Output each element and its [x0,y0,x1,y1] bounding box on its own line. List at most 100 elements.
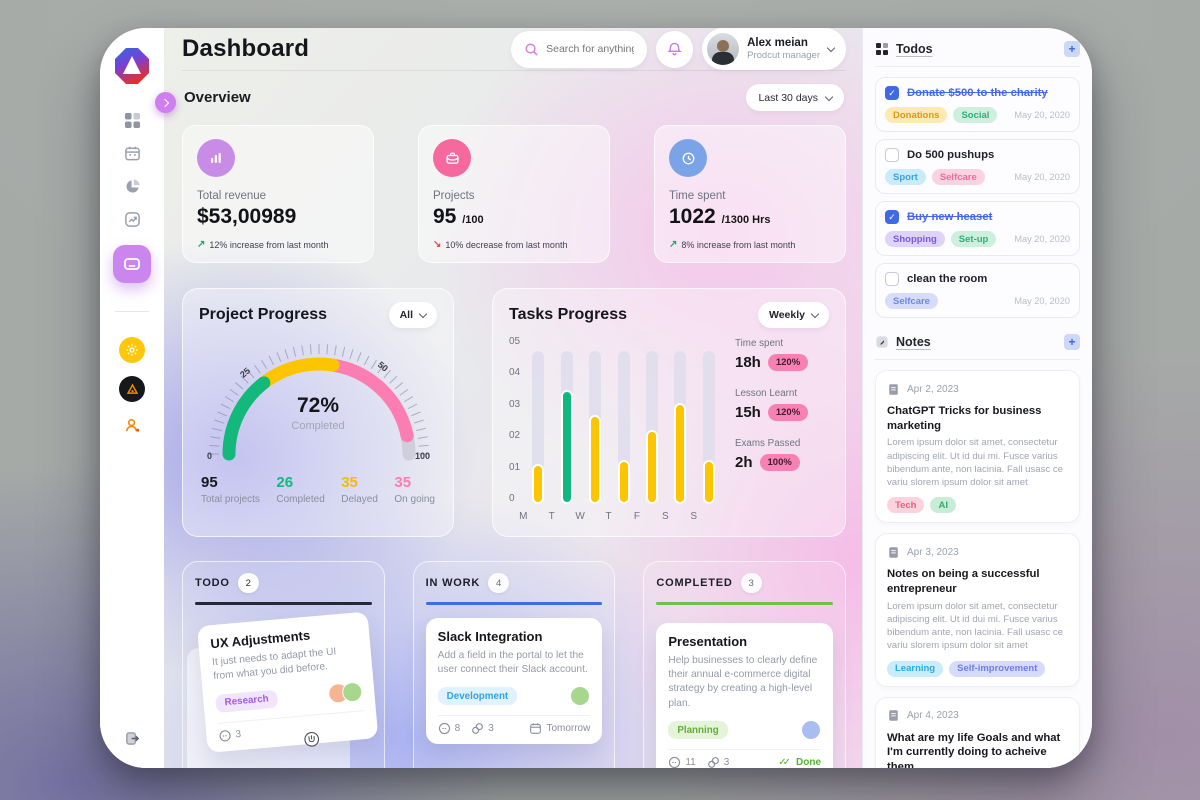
stat-total-label: Total projects [201,494,260,505]
notes-header: Notes + [875,334,1080,360]
sidebar-expand-button[interactable] [155,92,176,113]
user-role: Prodcut manager [747,50,820,61]
metric-value: 2h [735,454,753,471]
task-title: Presentation [668,633,748,649]
column-count-badge: 4 [488,573,510,593]
todo-tag: Set-up [950,231,997,247]
tasks-progress-card: Tasks Progress Weekly 05 04 03 02 01 0 M T W T F S… [492,288,846,537]
column-menu-button[interactable] [362,574,372,592]
assistant-person-icon[interactable] [122,415,142,435]
brand-app-icon[interactable] [119,376,145,402]
todos-grid-icon [876,43,888,55]
calendar-icon[interactable] [122,143,142,163]
gauge-caption: Completed [291,420,345,432]
stat-card-projects: Projects 95 /100 ↘ 10% decrease from last… [418,125,610,263]
column-menu-button[interactable] [823,574,833,592]
todo-tag: Shopping [885,231,945,247]
stat-completed-value: 26 [276,474,294,491]
stat-label: Time spent [669,190,726,202]
analytics-icon[interactable] [122,209,142,229]
search-bar[interactable] [511,30,648,68]
calendar-icon [530,723,542,735]
kanban-column-inwork: IN WORK 4 Slack Integration Add a field … [412,561,616,768]
comment-icon [219,729,231,741]
cards-active-item[interactable] [113,245,151,283]
stat-label: Total revenue [197,190,267,202]
todo-item[interactable]: clean the room Selfcare May 20, 2020 [875,263,1080,318]
todo-tag: Selfcare [885,293,938,309]
stat-value: $53,00989 [197,205,297,228]
todo-tag: Donations [885,107,948,123]
todo-title: Donate $500 to the charity [907,87,1048,99]
stat-value: 95 /100 [433,205,484,228]
project-progress-card: Project Progress All 0 25 50 100 72% Com… [182,288,454,537]
column-count-badge: 3 [740,573,762,593]
add-todo-button[interactable]: + [1064,41,1080,57]
logout-icon[interactable] [122,728,142,748]
chevron-right-icon [160,98,169,107]
note-date: Apr 4, 2023 [907,710,959,722]
task-card-ux-adjustments[interactable]: UX Adjustments It just needs to adapt th… [196,610,379,753]
note-date: Apr 2, 2023 [907,383,959,395]
pie-chart-icon[interactable] [122,176,142,196]
profile-menu[interactable]: Alex meian Prodcut manager [702,28,846,70]
bar-value [645,430,658,504]
column-menu-button[interactable] [592,574,602,592]
done-status: ✓✓ Done [778,757,822,768]
todo-checkbox[interactable] [885,272,899,286]
bar-value [702,460,715,504]
tasks-filter-select[interactable]: Weekly [758,302,829,328]
note-card[interactable]: Apr 2, 2023 ChatGPT Tricks for business … [875,370,1080,524]
comments-count: 11 [668,756,696,768]
task-desc: Add a field in the portal to let the use… [437,649,588,675]
todo-item[interactable]: Do 500 pushups Sport Selfcare May 20, 20… [875,139,1080,194]
bar-x-label: T [605,511,612,522]
add-note-button[interactable]: + [1064,334,1080,350]
double-check-icon: ✓✓ [778,757,791,768]
note-card[interactable]: Apr 4, 2023 What are my life Goals and w… [875,696,1080,768]
avatar [707,33,740,65]
task-card-slack-integration[interactable]: Slack Integration Add a field in the por… [425,617,603,745]
settings-gear-icon[interactable] [119,337,145,363]
note-menu-button[interactable] [1058,380,1068,398]
kanban-board: TODO 2 UX Adjustments It just needs to a… [182,561,847,768]
project-filter-select[interactable]: All [388,302,437,328]
column-count-badge: 2 [237,573,259,593]
bell-icon [667,42,682,55]
user-name: Alex meian [747,37,808,49]
date-range-select[interactable]: Last 30 days [746,84,844,111]
bar-x-label: S [662,511,669,522]
right-panel: Todos + Donate $500 to the charity Donat… [862,28,1092,768]
column-underline [656,602,834,605]
column-name: IN WORK [425,577,481,589]
note-menu-button[interactable] [1058,543,1068,561]
todo-item[interactable]: Donate $500 to the charity Donations Soc… [875,77,1080,132]
metric-label: Time spent [735,338,784,349]
dashboard-grid-icon[interactable] [122,110,142,130]
notifications-button[interactable] [656,30,694,68]
sidebar-divider [115,311,149,312]
todo-checkbox[interactable] [885,148,899,162]
chevron-down-icon [810,309,820,319]
bar-x-label: S [690,511,698,522]
sidebar [100,28,176,768]
document-icon [889,547,898,558]
note-card[interactable]: Apr 3, 2023 Notes on being a successful … [875,533,1080,687]
trend-down-icon: ↘ [433,239,442,250]
todo-checkbox[interactable] [885,86,899,100]
note-menu-button[interactable] [1058,707,1068,725]
todo-checkbox[interactable] [885,210,899,224]
link-icon [707,757,719,768]
tasks-metrics: Time spent 18h 120% Lesson Learnt 15h 120%… [735,336,829,522]
task-avatars [327,680,363,704]
todo-tag: Sport [885,169,926,185]
todo-item[interactable]: Buy new heaset Shopping Set-up May 20, 2… [875,201,1080,256]
note-title: Notes on being a successful entrepreneur [887,568,1040,595]
search-input[interactable] [546,43,635,55]
clock-icon [669,139,707,177]
note-body: Lorem ipsum dolor sit amet, consectetur … [887,437,1063,489]
chevron-down-icon [824,92,834,101]
task-card-presentation[interactable]: Presentation Help businesses to clearly … [656,622,834,768]
bar-column: W [575,336,609,522]
